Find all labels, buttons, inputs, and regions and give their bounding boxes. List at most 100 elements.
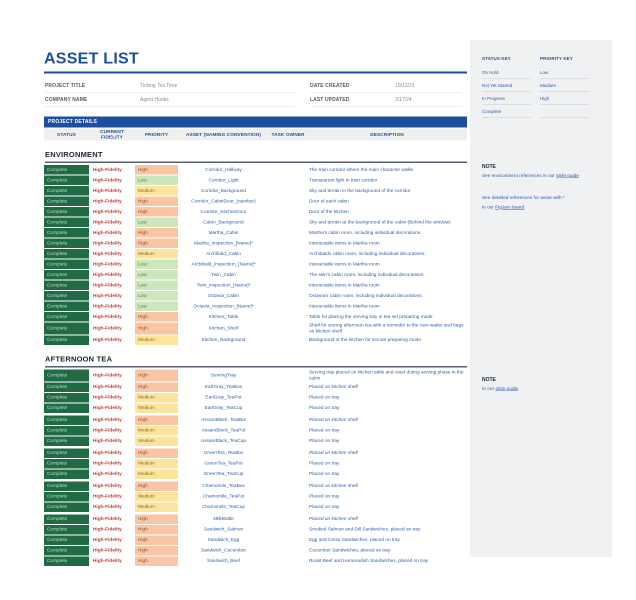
- priority-cell[interactable]: Medium: [135, 392, 178, 403]
- owner-cell[interactable]: [269, 165, 307, 175]
- asset-cell[interactable]: EarlGray_TeaCup: [204, 405, 243, 411]
- priority-cell[interactable]: Low: [135, 270, 178, 280]
- owner-cell[interactable]: [269, 323, 307, 335]
- priority-cell[interactable]: Low: [135, 259, 178, 269]
- description-cell[interactable]: Cucumber Sandwiches, placed on tray: [309, 547, 391, 554]
- priority-cell[interactable]: Medium: [135, 436, 178, 446]
- priority-cell[interactable]: High: [135, 481, 178, 491]
- description-cell[interactable]: Octavia's cabin room, including individu…: [309, 292, 423, 299]
- asset-cell[interactable]: EarlGray_TeaPot: [205, 394, 242, 401]
- description-cell[interactable]: Sky and terrain in the background of the…: [309, 187, 411, 194]
- fidelity-cell[interactable]: High-Fidelity: [93, 313, 122, 320]
- priority-cell[interactable]: Medium: [135, 502, 178, 512]
- owner-cell[interactable]: [269, 426, 307, 436]
- priority-cell[interactable]: High: [135, 369, 178, 382]
- priority-cell[interactable]: Medium: [135, 403, 178, 413]
- asset-cell[interactable]: Corridor_CabinDoor_(number): [191, 198, 256, 204]
- status-cell[interactable]: Complete: [44, 415, 89, 425]
- fidelity-cell[interactable]: High-Fidelity: [93, 547, 122, 554]
- status-cell[interactable]: Complete: [44, 259, 89, 269]
- description-cell[interactable]: Placed on tray: [309, 427, 340, 434]
- asset-cell[interactable]: Chamomile_TeaPot: [202, 493, 245, 500]
- owner-cell[interactable]: [269, 382, 307, 392]
- asset-cell[interactable]: Martha_Inspection_[Name]*: [194, 240, 253, 246]
- status-cell[interactable]: Complete: [44, 392, 89, 403]
- asset-cell[interactable]: Corridor_Background: [200, 187, 247, 194]
- fidelity-cell[interactable]: High-Fidelity: [93, 337, 122, 343]
- figjam-board-link[interactable]: FigJam board: [495, 204, 525, 210]
- priority-cell[interactable]: High: [135, 165, 178, 175]
- description-cell[interactable]: Egg and Cress Sandwiches, placed on tray: [309, 537, 400, 543]
- owner-cell[interactable]: [269, 228, 307, 238]
- status-cell[interactable]: Complete: [44, 545, 89, 556]
- priority-cell[interactable]: Low: [135, 175, 178, 185]
- asset-cell[interactable]: Octavia_Inspection_[Name]*: [193, 303, 254, 309]
- asset-cell[interactable]: GreenTea_TeaCup: [203, 471, 244, 477]
- fidelity-cell[interactable]: High-Fidelity: [93, 271, 122, 278]
- priority-cell[interactable]: Medium: [135, 469, 178, 479]
- priority-cell[interactable]: Medium: [135, 425, 178, 436]
- asset-cell[interactable]: Sandwich_Beef: [206, 558, 241, 564]
- fidelity-cell[interactable]: High-Fidelity: [93, 240, 122, 246]
- owner-cell[interactable]: [269, 312, 307, 322]
- owner-cell[interactable]: [269, 481, 307, 491]
- fidelity-cell[interactable]: High-Fidelity: [93, 493, 122, 500]
- owner-cell[interactable]: [269, 197, 307, 207]
- description-cell[interactable]: Placed on kitchen shelf: [309, 417, 358, 423]
- status-cell[interactable]: Complete: [44, 556, 89, 566]
- owner-cell[interactable]: [269, 459, 307, 469]
- description-cell[interactable]: Door of each cabin: [309, 198, 349, 204]
- status-cell[interactable]: Complete: [44, 228, 89, 238]
- owner-cell[interactable]: [269, 403, 307, 413]
- fidelity-cell[interactable]: High-Fidelity: [93, 427, 122, 434]
- asset-cell[interactable]: MilkBottle: [213, 516, 234, 522]
- status-cell[interactable]: Complete: [44, 186, 89, 196]
- fidelity-cell[interactable]: High-Fidelity: [93, 261, 122, 267]
- status-cell[interactable]: Complete: [44, 301, 89, 311]
- asset-cell[interactable]: Martha_Cabin: [208, 229, 239, 236]
- priority-cell[interactable]: High: [135, 415, 178, 425]
- fidelity-cell[interactable]: High-Fidelity: [93, 471, 122, 477]
- description-cell[interactable]: Serving tray placed on kitchen table and…: [309, 369, 464, 381]
- fidelity-cell[interactable]: High-Fidelity: [93, 483, 122, 489]
- description-cell[interactable]: Interactable items in Martha room: [309, 240, 380, 246]
- description-cell[interactable]: Background of the kitchen for tea set pr…: [309, 337, 421, 343]
- description-cell[interactable]: Placed on tray: [309, 460, 340, 467]
- status-cell[interactable]: Complete: [44, 425, 89, 436]
- status-cell[interactable]: Complete: [44, 469, 89, 479]
- owner-cell[interactable]: [269, 270, 307, 280]
- status-cell[interactable]: Complete: [44, 481, 89, 491]
- asset-cell[interactable]: GreenTea_TeaBox: [203, 450, 244, 456]
- fidelity-cell[interactable]: High-Fidelity: [93, 438, 122, 444]
- description-cell[interactable]: Interactable items in Martha room: [309, 282, 380, 288]
- asset-cell[interactable]: EarlGray_TeaBox: [204, 384, 243, 390]
- asset-cell[interactable]: Sandwich_Egg: [207, 537, 240, 543]
- fidelity-cell[interactable]: High-Fidelity: [93, 325, 122, 331]
- fidelity-cell[interactable]: High-Fidelity: [93, 187, 122, 194]
- asset-cell[interactable]: GreenTea_TeaPot: [204, 460, 243, 467]
- owner-cell[interactable]: [269, 260, 307, 270]
- fidelity-cell[interactable]: High-Fidelity: [93, 208, 122, 215]
- description-cell[interactable]: Martha's cabin room, including individua…: [309, 229, 422, 236]
- fidelity-cell[interactable]: High-Fidelity: [93, 558, 122, 564]
- fidelity-cell[interactable]: High-Fidelity: [93, 516, 122, 522]
- fidelity-cell[interactable]: High-Fidelity: [93, 394, 122, 401]
- priority-cell[interactable]: Medium: [135, 249, 178, 259]
- description-cell[interactable]: Roast Beef and Horseradish Sandwiches, p…: [309, 558, 429, 564]
- owner-cell[interactable]: [269, 335, 307, 345]
- fidelity-cell[interactable]: High-Fidelity: [93, 526, 122, 533]
- description-cell[interactable]: Interactable items in Martha room: [309, 261, 380, 267]
- description-cell[interactable]: Placed on kitchen shelf: [309, 450, 358, 456]
- owner-cell[interactable]: [269, 535, 307, 545]
- priority-cell[interactable]: High: [135, 228, 178, 238]
- priority-cell[interactable]: High: [135, 238, 178, 248]
- status-cell[interactable]: Complete: [44, 369, 89, 382]
- fidelity-cell[interactable]: High-Fidelity: [93, 405, 122, 411]
- asset-cell[interactable]: Twin_Cabin: [211, 271, 236, 278]
- owner-cell[interactable]: [269, 291, 307, 301]
- description-cell[interactable]: The twin's cabin room, including individ…: [309, 271, 425, 278]
- asset-cell[interactable]: Corridor_Hallway: [205, 166, 242, 173]
- priority-cell[interactable]: High: [135, 322, 178, 335]
- owner-cell[interactable]: [269, 302, 307, 312]
- status-cell[interactable]: Complete: [44, 238, 89, 248]
